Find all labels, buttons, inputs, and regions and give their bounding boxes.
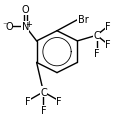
Text: Br: Br (77, 15, 88, 25)
Text: C: C (40, 87, 46, 97)
Text: O: O (21, 5, 29, 15)
Text: +: + (25, 20, 31, 29)
Text: F: F (93, 49, 99, 59)
Text: C: C (92, 31, 99, 41)
Text: F: F (56, 96, 62, 106)
Text: O: O (5, 22, 13, 32)
Text: ⁻: ⁻ (2, 21, 7, 30)
Text: F: F (104, 40, 110, 50)
Text: F: F (40, 105, 46, 115)
Text: N: N (21, 22, 29, 32)
Text: F: F (25, 96, 30, 106)
Text: F: F (104, 22, 110, 32)
